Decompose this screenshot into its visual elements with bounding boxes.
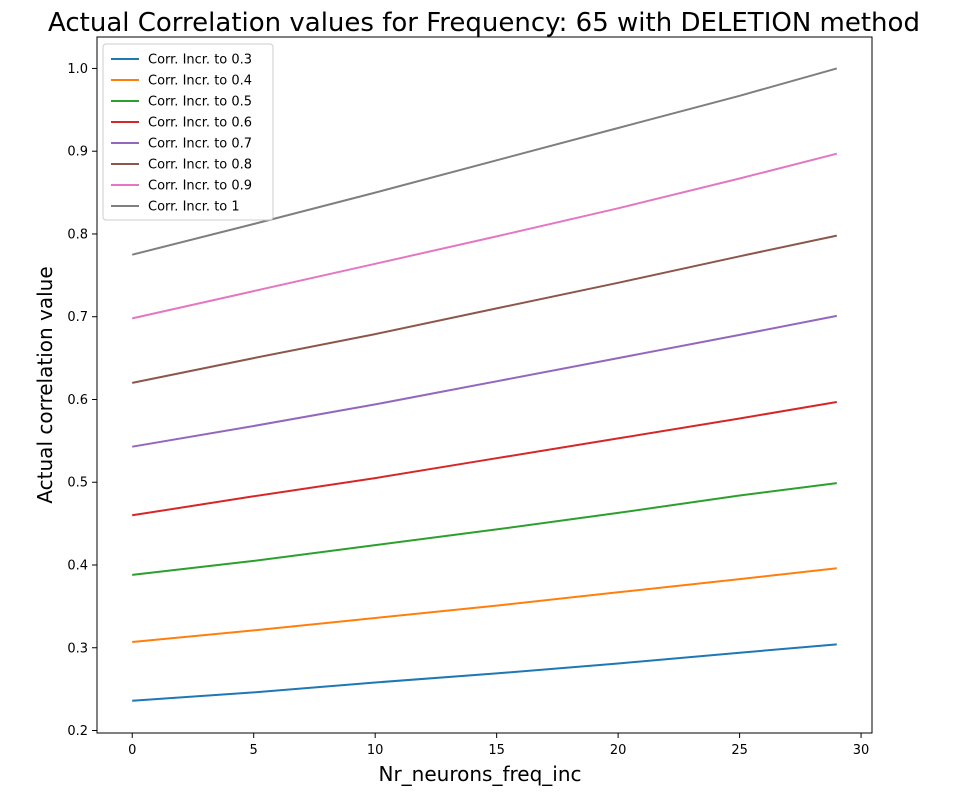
legend-label-6: Corr. Incr. to 0.9	[148, 179, 252, 194]
series-line-5	[132, 234, 838, 384]
legend-label-7: Corr. Incr. to 1	[148, 200, 240, 215]
y-axis: 0.2 0.3 0.4 0.5 0.6 0.7 0.8 0.9 1.0	[67, 62, 97, 739]
x-tick-label: 0	[128, 743, 136, 758]
plot-frame	[96, 36, 873, 734]
series-line-4	[132, 314, 837, 448]
series-line-1	[132, 567, 837, 643]
series-line-3	[132, 401, 837, 517]
y-tick-label: 0.8	[67, 227, 88, 242]
chart-title: Actual Correlation values for Frequency:…	[48, 8, 920, 38]
x-tick-label: 5	[250, 743, 258, 758]
x-axis-label: Nr_neurons_freq_inc	[378, 762, 581, 786]
y-axis-label: Actual correlation value	[33, 266, 57, 503]
y-tick-label: 0.5	[67, 476, 88, 491]
series-line-6	[131, 152, 838, 320]
x-axis: 0 5 10 15 20 25 30	[128, 733, 869, 758]
legend-frame	[102, 43, 274, 221]
series-line-7	[131, 67, 838, 256]
y-tick-label: 0.6	[67, 393, 88, 408]
series-line-0	[132, 643, 837, 702]
y-tick-label: 0.3	[67, 641, 88, 656]
legend-label-3: Corr. Incr. to 0.6	[148, 116, 252, 131]
y-tick-label: 0.4	[67, 559, 88, 574]
x-tick-label: 10	[367, 743, 384, 758]
legend-label-2: Corr. Incr. to 0.5	[148, 95, 252, 110]
x-tick-label: 20	[610, 743, 627, 758]
series-line-2	[132, 482, 837, 576]
y-tick-label: 0.7	[67, 310, 88, 325]
series-layer	[131, 67, 838, 702]
legend-label-5: Corr. Incr. to 0.8	[148, 158, 252, 173]
legend-label-0: Corr. Incr. to 0.3	[148, 53, 252, 68]
legend-label-4: Corr. Incr. to 0.7	[148, 137, 252, 152]
y-tick-label: 1.0	[67, 62, 88, 77]
legend-label-1: Corr. Incr. to 0.4	[148, 74, 252, 89]
y-tick-label: 0.2	[67, 724, 88, 739]
y-tick-label: 0.9	[67, 145, 88, 160]
x-tick-label: 30	[853, 743, 870, 758]
x-tick-label: 25	[731, 743, 748, 758]
legend: Corr. Incr. to 0.3 Corr. Incr. to 0.4 Corr…	[102, 43, 274, 221]
x-tick-label: 15	[488, 743, 505, 758]
